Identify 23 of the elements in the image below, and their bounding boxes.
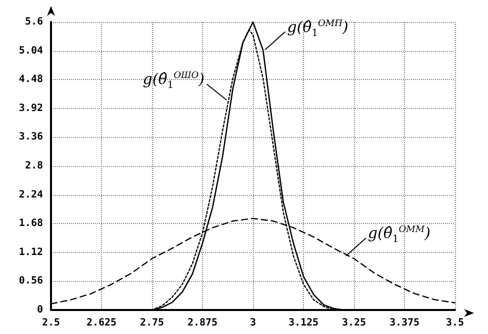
y-tick-label: 5.6 — [24, 16, 43, 28]
y-tick-label: 1.68 — [18, 218, 43, 230]
annotation: g(θ̂$_{1}$$^{ОМП}$) — [287, 16, 348, 41]
x-tick-label: 3 — [250, 318, 256, 328]
y-tick-label: 3.36 — [18, 132, 43, 143]
x-tick-label: 3.375 — [389, 318, 420, 328]
y-tick-label: 5.04 — [18, 45, 43, 56]
x-tick-label: 2.625 — [86, 318, 117, 328]
x-tick-label: 2.5 — [42, 318, 60, 328]
x-tick-label: 3.5 — [446, 318, 464, 328]
y-tick-label: 2.8 — [24, 160, 43, 172]
y-tick-label: 4.48 — [18, 74, 43, 86]
y-tick-label: 2.24 — [18, 189, 43, 200]
y-tick-label: 0.56 — [18, 276, 43, 287]
x-tick-label: 3.125 — [288, 318, 319, 328]
annotation: g(θ̂$_{1}$$^{ОММ}$) — [368, 223, 430, 247]
x-tick-label: 3.25 — [342, 318, 366, 328]
y-tick-label: 3.92 — [18, 102, 43, 114]
y-tick-label: 1.12 — [18, 246, 43, 258]
annotation: g(θ̂$_{1}$$^{ОШО}$) — [142, 69, 204, 94]
y-tick-label: 0 — [36, 304, 43, 316]
x-tick-label: 2.875 — [187, 318, 218, 328]
x-tick-label: 2.75 — [140, 318, 164, 328]
